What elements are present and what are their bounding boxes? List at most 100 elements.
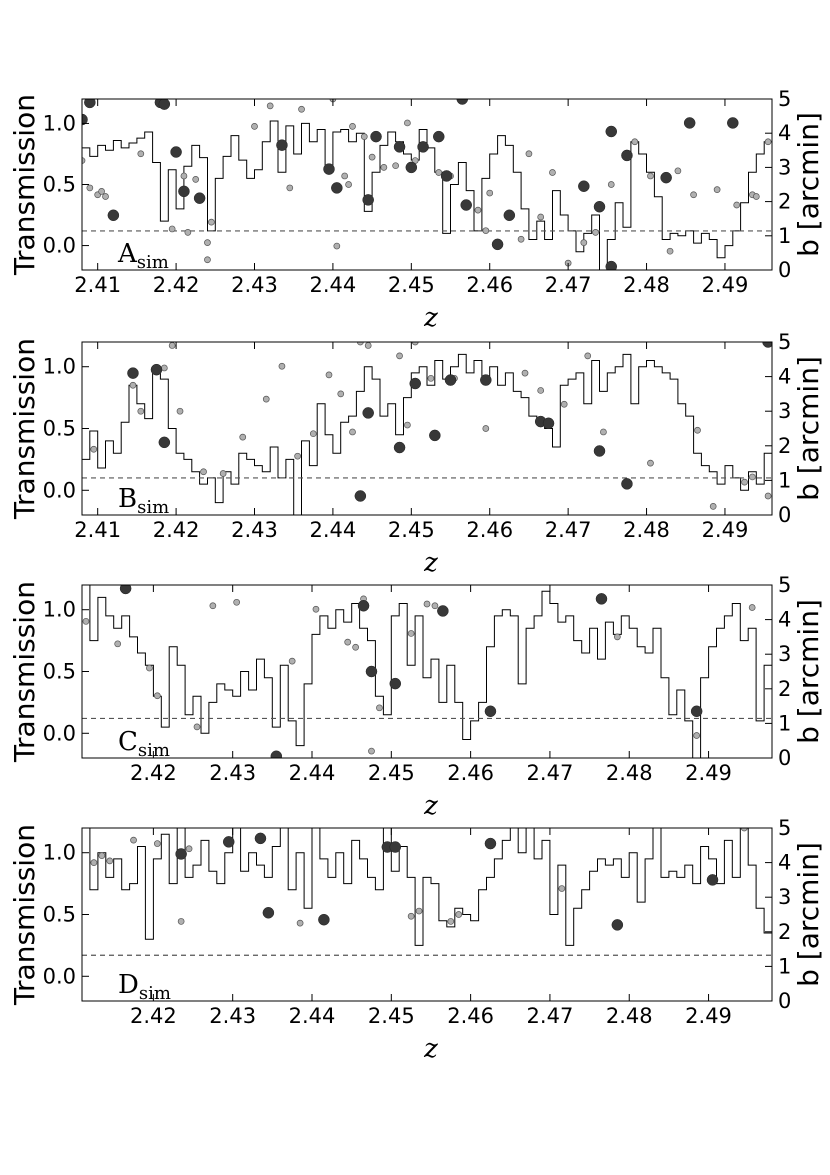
object-large-point: [127, 367, 139, 379]
object-small-point: [200, 468, 207, 476]
object-small-point: [309, 430, 317, 438]
object-large-point: [440, 170, 453, 182]
object-small-point: [740, 828, 748, 832]
x-axis-label: z: [423, 303, 438, 333]
y2-tick-label: 4: [778, 121, 791, 145]
y2-tick-label: 4: [778, 608, 791, 632]
object-small-point: [90, 445, 98, 453]
object-small-point: [98, 187, 105, 195]
panel-label-letter: A: [117, 239, 138, 269]
y2-tick-label: 0: [778, 503, 791, 527]
object-small-point: [764, 492, 772, 500]
object-small-point: [176, 407, 184, 415]
object-large-point: [357, 600, 370, 612]
object-small-point: [674, 167, 682, 175]
object-large-point: [605, 260, 618, 270]
object-large-point: [491, 238, 504, 251]
object-small-point: [82, 157, 86, 164]
y2-axis-label: b [arcmin]: [792, 599, 825, 744]
object-small-point: [584, 352, 592, 360]
y2-tick-label: 5: [778, 330, 791, 354]
object-small-point: [325, 371, 333, 379]
object-small-point: [474, 206, 482, 214]
y-axis-label: Transmission: [8, 94, 41, 276]
y2-axis-label: b [arcmin]: [792, 112, 825, 257]
y-axis-label: Transmission: [8, 338, 41, 520]
object-large-point: [82, 113, 88, 126]
object-small-point: [713, 186, 721, 193]
object-large-point: [484, 705, 497, 718]
object-large-point: [456, 99, 469, 105]
y2-tick-label: 4: [778, 365, 791, 389]
object-large-point: [683, 117, 696, 129]
object-small-point: [407, 912, 415, 920]
object-large-point: [393, 441, 406, 454]
object-small-point: [392, 162, 399, 170]
panel-label-letter: C: [118, 727, 138, 757]
object-small-point: [86, 184, 94, 192]
y2-tick-label: 2: [778, 190, 791, 214]
object-large-point: [370, 130, 382, 143]
object-small-point: [600, 428, 607, 436]
x-tick-label: 2.41: [74, 273, 121, 297]
x-tick-label: 2.44: [310, 518, 357, 542]
object-small-point: [431, 602, 439, 610]
object-large-point: [389, 841, 402, 853]
y-tick-label: 1.0: [43, 841, 76, 865]
object-large-point: [270, 750, 283, 758]
panel-label: Dsim: [118, 970, 171, 1004]
object-small-point: [219, 470, 227, 477]
object-large-point: [593, 200, 606, 213]
x-tick-label: 2.43: [231, 273, 278, 297]
x-tick-label: 2.47: [545, 273, 592, 297]
x-axis-label: z: [423, 548, 438, 578]
object-small-point: [288, 657, 296, 665]
object-large-point: [762, 342, 772, 348]
x-tick-label: 2.45: [368, 761, 415, 785]
object-small-point: [193, 723, 201, 731]
x-tick-label: 2.49: [702, 273, 749, 297]
object-small-point: [286, 184, 294, 192]
object-small-point: [549, 169, 556, 176]
x-tick-label: 2.47: [527, 761, 574, 785]
object-small-point: [486, 189, 494, 197]
y-tick-label: 0.5: [43, 903, 76, 927]
object-small-point: [690, 191, 697, 199]
object-small-point: [333, 242, 341, 250]
object-small-point: [733, 201, 741, 209]
y-tick-label: 0.5: [43, 173, 76, 197]
object-small-point: [427, 374, 435, 382]
object-large-point: [331, 182, 343, 194]
object-small-point: [407, 630, 415, 637]
y2-tick-label: 2: [778, 920, 791, 944]
object-large-point: [611, 919, 624, 931]
object-small-point: [239, 433, 247, 441]
object-large-point: [178, 185, 190, 198]
y-tick-label: 0.5: [43, 660, 76, 684]
object-small-point: [709, 503, 717, 510]
y2-tick-label: 1: [778, 224, 791, 248]
object-large-point: [578, 180, 590, 192]
object-small-point: [102, 193, 109, 200]
panel-c: 2.42 2.43 2.44 2.45 2.46 2.47 2.48 2.49 0.0 0.5 1.…: [8, 573, 825, 821]
object-small-point: [380, 164, 388, 171]
plot-frame: [81, 98, 773, 271]
object-large-point: [323, 163, 335, 175]
object-small-point: [435, 169, 443, 176]
x-tick-label: 2.44: [289, 1004, 336, 1028]
x-tick-label: 2.42: [130, 1004, 177, 1028]
object-large-point: [484, 837, 497, 850]
object-large-point: [542, 417, 555, 430]
y2-tick-label: 2: [778, 434, 791, 458]
object-small-point: [262, 395, 270, 403]
object-small-point: [752, 193, 760, 200]
y-tick-label: 1.0: [43, 111, 76, 135]
object-small-point: [345, 181, 352, 188]
object-small-point: [90, 859, 98, 866]
object-small-point: [153, 692, 161, 700]
object-large-point: [503, 209, 516, 222]
object-small-point: [337, 390, 345, 398]
object-small-point: [613, 633, 621, 641]
object-small-point: [521, 369, 529, 377]
x-tick-label: 2.47: [527, 1004, 574, 1028]
